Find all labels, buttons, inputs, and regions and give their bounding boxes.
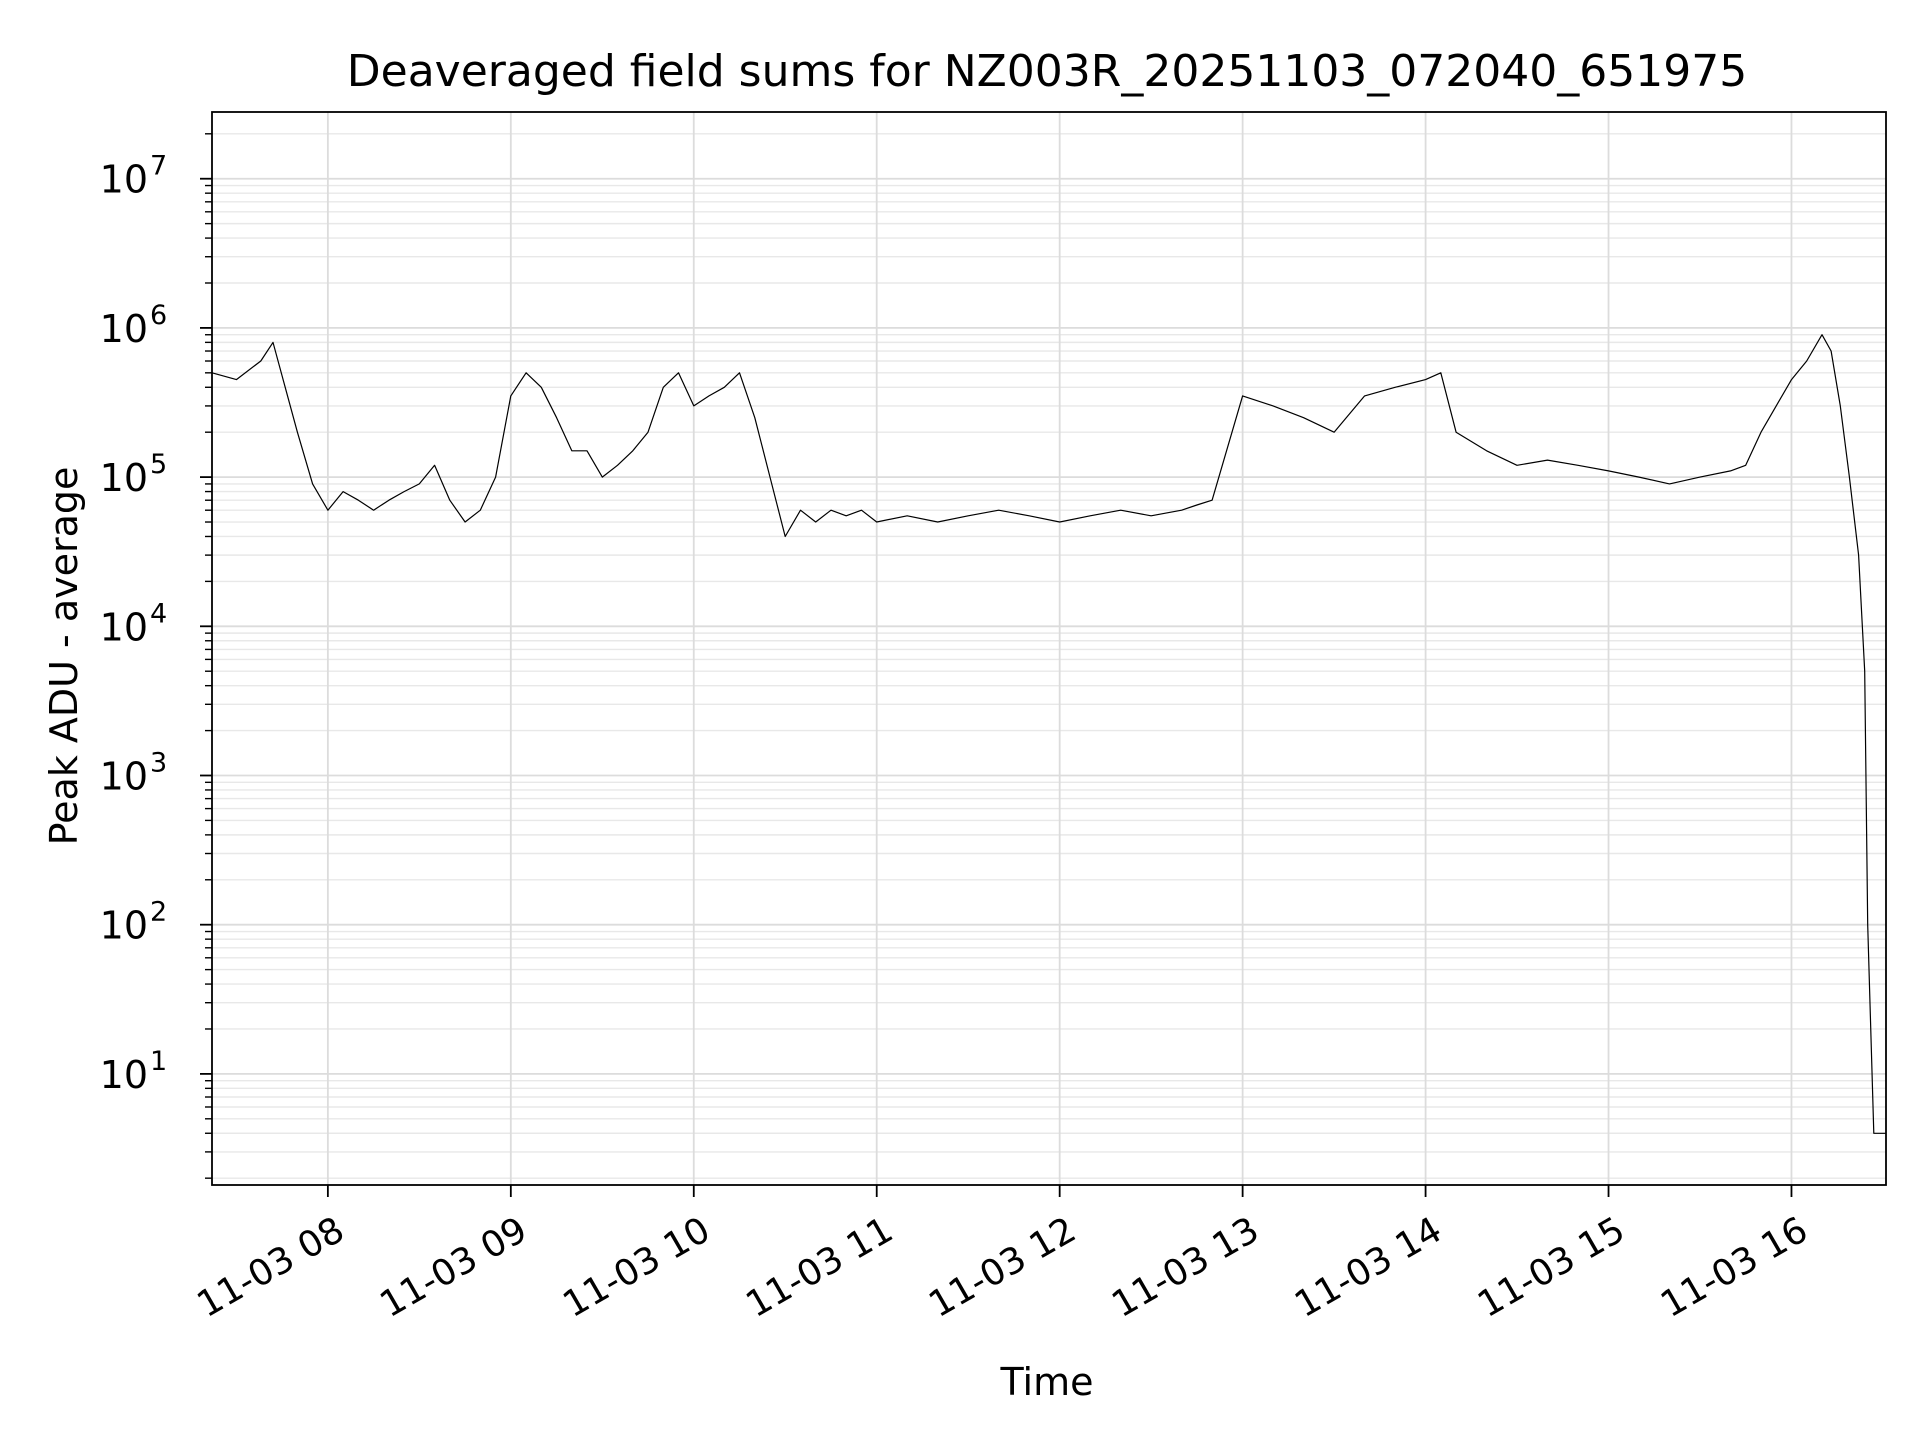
y-tick-label-exponent: 6 bbox=[150, 300, 167, 331]
y-tick-label: 10 bbox=[100, 904, 148, 948]
x-axis-label: Time bbox=[1000, 1360, 1094, 1404]
y-tick-label-exponent: 3 bbox=[150, 747, 167, 778]
grid bbox=[212, 112, 1886, 1185]
y-tick-label: 10 bbox=[100, 307, 148, 351]
plot-frame bbox=[211, 111, 1887, 1186]
y-tick-label: 10 bbox=[100, 1053, 148, 1097]
y-tick-label: 10 bbox=[100, 605, 148, 649]
y-tick-label-exponent: 2 bbox=[150, 897, 167, 928]
y-tick-label-exponent: 4 bbox=[150, 598, 167, 629]
y-axis-label: Peak ADU - average bbox=[42, 467, 86, 846]
y-tick-label: 10 bbox=[100, 754, 148, 798]
data-series-line bbox=[211, 334, 1886, 1134]
chart-title: Deaveraged field sums for NZ003R_2025110… bbox=[347, 46, 1747, 97]
y-tick-label-exponent: 1 bbox=[150, 1046, 167, 1077]
y-tick-label-exponent: 7 bbox=[150, 151, 167, 182]
y-tick-label: 10 bbox=[100, 456, 148, 500]
y-tick-label: 10 bbox=[100, 158, 148, 202]
y-tick-label-exponent: 5 bbox=[150, 449, 167, 480]
